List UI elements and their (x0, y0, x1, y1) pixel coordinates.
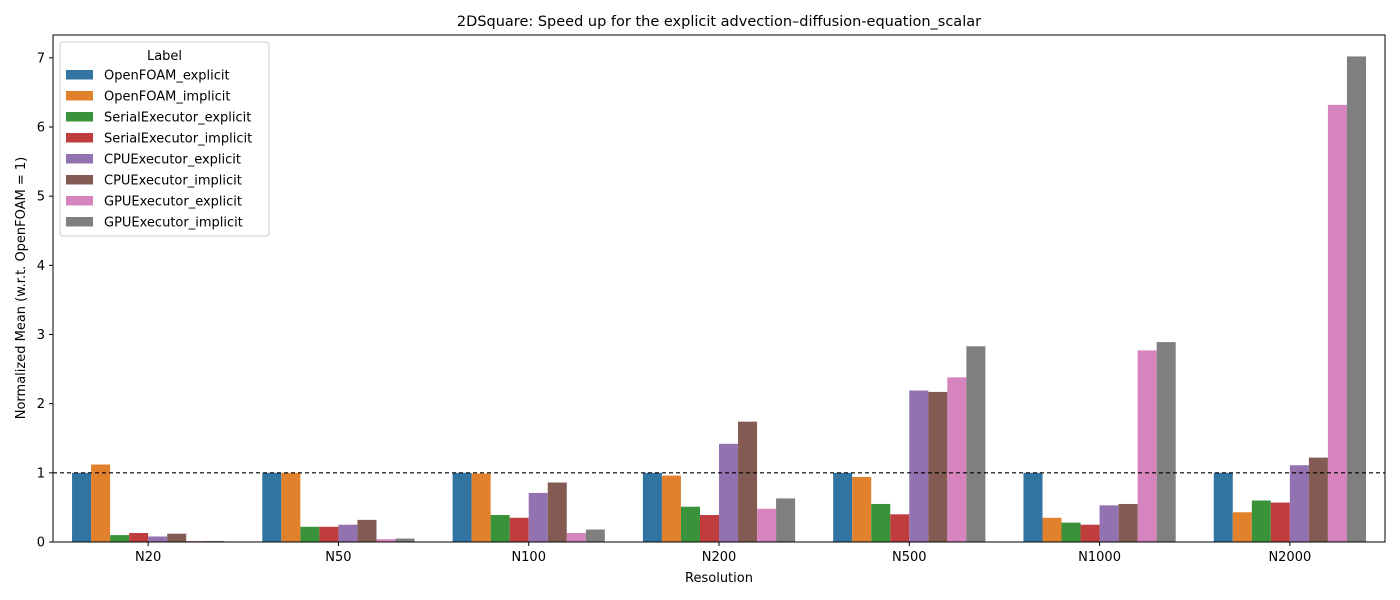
bar-GPUExecutor_implicit-N1000 (1156, 342, 1176, 542)
bar-SerialExecutor_explicit-N500 (871, 503, 891, 542)
bar-OpenFOAM_explicit-N100 (452, 472, 472, 542)
bar-SerialExecutor_implicit-N2000 (1270, 502, 1290, 542)
y-tick-label: 6 (37, 120, 45, 135)
legend-swatch-CPUExecutor_explicit (66, 154, 93, 164)
bar-CPUExecutor_implicit-N20 (167, 533, 187, 542)
bar-CPUExecutor_implicit-N1000 (1118, 503, 1138, 542)
bar-SerialExecutor_explicit-N50 (300, 526, 320, 542)
bar-OpenFOAM_implicit-N100 (471, 473, 491, 542)
bar-GPUExecutor_explicit-N2000 (1327, 104, 1347, 543)
bar-CPUExecutor_explicit-N500 (909, 390, 929, 542)
bar-SerialExecutor_implicit-N20 (129, 533, 149, 542)
x-tick-label: N200 (702, 550, 737, 565)
legend-swatch-GPUExecutor_implicit (66, 217, 93, 227)
bar-OpenFOAM_implicit-N500 (852, 476, 872, 542)
bar-OpenFOAM_explicit-N500 (833, 472, 853, 542)
legend-label-GPUExecutor_implicit: GPUExecutor_implicit (104, 216, 243, 231)
legend-label-SerialExecutor_explicit: SerialExecutor_explicit (104, 111, 251, 126)
bar-CPUExecutor_explicit-N200 (719, 443, 739, 542)
bar-OpenFOAM_explicit-N2000 (1213, 472, 1233, 542)
bar-GPUExecutor_implicit-N200 (776, 498, 796, 542)
bars-group (72, 56, 1366, 543)
x-tick-label: N20 (135, 550, 161, 565)
legend-label-OpenFOAM_implicit: OpenFOAM_implicit (104, 90, 230, 105)
legend-swatch-GPUExecutor_explicit (66, 196, 93, 206)
bar-SerialExecutor_explicit-N100 (490, 515, 510, 542)
y-axis-label: Normalized Mean (w.r.t. OpenFOAM = 1) (14, 157, 29, 420)
bar-SerialExecutor_implicit-N50 (319, 526, 339, 542)
bar-GPUExecutor_implicit-N500 (966, 346, 986, 542)
x-axis-label: Resolution (685, 571, 753, 586)
bar-OpenFOAM_implicit-N50 (281, 472, 301, 542)
bar-OpenFOAM_implicit-N2000 (1232, 512, 1252, 542)
bar-OpenFOAM_explicit-N20 (72, 472, 92, 542)
y-tick-label: 0 (37, 536, 45, 551)
bar-OpenFOAM_implicit-N1000 (1042, 517, 1062, 542)
x-tick-label: N500 (892, 550, 927, 565)
x-axis: N20 N50 N100 N200 N500 N1000 N2000 (135, 542, 1311, 565)
bar-SerialExecutor_explicit-N20 (110, 535, 130, 542)
bar-SerialExecutor_explicit-N2000 (1251, 500, 1271, 542)
bar-CPUExecutor_explicit-N50 (338, 524, 358, 542)
bar-CPUExecutor_explicit-N20 (148, 536, 168, 542)
bar-GPUExecutor_explicit-N100 (566, 533, 586, 542)
legend-swatch-CPUExecutor_implicit (66, 175, 93, 185)
bar-CPUExecutor_implicit-N100 (547, 482, 567, 542)
y-axis: 0 1 2 3 4 5 6 7 (37, 51, 53, 551)
bar-SerialExecutor_implicit-N200 (699, 515, 719, 542)
bar-CPUExecutor_explicit-N100 (528, 492, 548, 542)
legend-label-OpenFOAM_explicit: OpenFOAM_explicit (104, 69, 230, 84)
bar-GPUExecutor_explicit-N20 (186, 540, 206, 542)
legend-label-CPUExecutor_implicit: CPUExecutor_implicit (104, 174, 242, 189)
legend-swatch-OpenFOAM_explicit (66, 70, 93, 80)
bar-OpenFOAM_explicit-N50 (262, 472, 282, 542)
legend-label-GPUExecutor_explicit: GPUExecutor_explicit (104, 195, 242, 210)
legend-label-SerialExecutor_implicit: SerialExecutor_implicit (104, 132, 252, 147)
x-tick-label: N50 (325, 550, 351, 565)
legend-swatch-SerialExecutor_implicit (66, 133, 93, 143)
legend: Label OpenFOAM_explicit OpenFOAM_implicit… (59, 41, 270, 237)
x-tick-label: N2000 (1268, 550, 1311, 565)
bar-SerialExecutor_implicit-N1000 (1080, 524, 1100, 542)
plot-frame (52, 34, 1386, 543)
y-tick-label: 2 (37, 397, 45, 412)
bar-SerialExecutor_implicit-N100 (509, 517, 529, 542)
y-tick-label: 1 (37, 466, 45, 481)
legend-title: Label (147, 49, 182, 64)
bar-GPUExecutor_implicit-N50 (395, 538, 415, 542)
bar-SerialExecutor_explicit-N200 (680, 506, 700, 542)
legend-label-CPUExecutor_explicit: CPUExecutor_explicit (104, 153, 241, 168)
bar-GPUExecutor_implicit-N100 (585, 529, 605, 542)
bar-CPUExecutor_implicit-N200 (738, 421, 758, 542)
y-tick-label: 5 (37, 190, 45, 205)
bar-OpenFOAM_explicit-N1000 (1023, 472, 1043, 542)
bar-GPUExecutor_explicit-N500 (947, 377, 967, 542)
legend-items: OpenFOAM_explicit OpenFOAM_implicit Serial… (66, 69, 252, 231)
bar-GPUExecutor_implicit-N20 (205, 540, 225, 542)
bar-CPUExecutor_explicit-N1000 (1099, 505, 1119, 542)
legend-frame (59, 41, 270, 237)
x-tick-label: N100 (511, 550, 546, 565)
x-tick-label: N1000 (1078, 550, 1121, 565)
chart-title: 2DSquare: Speed up for the explicit adve… (457, 14, 981, 30)
bar-OpenFOAM_implicit-N20 (91, 464, 111, 542)
bar-OpenFOAM_implicit-N200 (661, 475, 681, 542)
bar-GPUExecutor_implicit-N2000 (1346, 56, 1366, 542)
y-tick-label: 4 (37, 259, 45, 274)
bar-GPUExecutor_explicit-N200 (757, 508, 777, 542)
bar-CPUExecutor_explicit-N2000 (1289, 465, 1309, 542)
bar-CPUExecutor_implicit-N500 (928, 391, 948, 542)
bar-GPUExecutor_explicit-N50 (376, 539, 396, 542)
legend-swatch-OpenFOAM_implicit (66, 91, 93, 101)
bar-CPUExecutor_implicit-N50 (357, 519, 377, 542)
legend-swatch-SerialExecutor_explicit (66, 112, 93, 122)
y-tick-label: 7 (37, 51, 45, 66)
bar-SerialExecutor_explicit-N1000 (1061, 522, 1081, 542)
y-tick-label: 3 (37, 328, 45, 343)
bar-CPUExecutor_implicit-N2000 (1308, 457, 1328, 542)
bar-OpenFOAM_explicit-N200 (642, 472, 662, 542)
bar-SerialExecutor_implicit-N500 (890, 514, 910, 542)
bar-GPUExecutor_explicit-N1000 (1137, 350, 1157, 542)
